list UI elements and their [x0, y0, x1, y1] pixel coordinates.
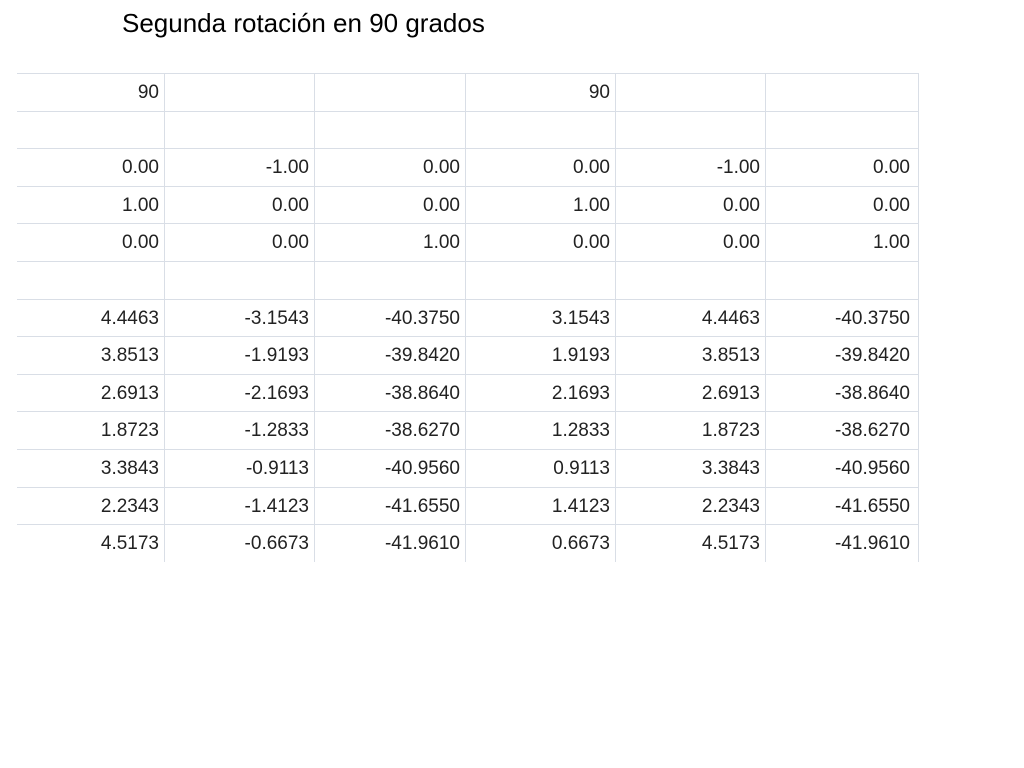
cell: -39.8420 [315, 336, 466, 374]
cell [165, 73, 315, 111]
cell: 2.2343 [616, 486, 766, 525]
cell [766, 110, 919, 149]
cell: 0.00 [466, 148, 616, 186]
cell: 1.00 [17, 185, 165, 224]
cell: -1.00 [616, 148, 766, 186]
cell: 4.5173 [17, 524, 165, 562]
cell [315, 110, 466, 149]
cell: 0.00 [766, 148, 919, 186]
cell: 1.4123 [466, 486, 616, 525]
cell: 0.00 [165, 223, 315, 261]
cell [466, 110, 616, 149]
cell: 0.00 [466, 223, 616, 261]
cell: -38.6270 [766, 411, 919, 449]
cell [17, 261, 165, 299]
cell: 0.6673 [466, 524, 616, 562]
cell: 90 [466, 73, 616, 111]
cell: -39.8420 [766, 336, 919, 374]
cell [766, 73, 919, 111]
cell [165, 110, 315, 149]
cell: -40.3750 [766, 298, 919, 337]
cell [17, 110, 165, 149]
cell: -40.3750 [315, 298, 466, 337]
cell: 90 [17, 73, 165, 111]
cell: 0.00 [165, 185, 315, 224]
cell: -40.9560 [315, 449, 466, 487]
cell: -2.1693 [165, 373, 315, 412]
cell: -1.9193 [165, 336, 315, 374]
cell: 3.8513 [616, 336, 766, 374]
cell: -1.2833 [165, 411, 315, 449]
cell: 1.9193 [466, 336, 616, 374]
cell: -38.8640 [766, 373, 919, 412]
cell: -38.8640 [315, 373, 466, 412]
cell: 2.1693 [466, 373, 616, 412]
cell: 4.5173 [616, 524, 766, 562]
cell: -0.9113 [165, 449, 315, 487]
cell [466, 261, 616, 299]
cell: 4.4463 [616, 298, 766, 337]
cell: 2.2343 [17, 486, 165, 525]
cell: 1.2833 [466, 411, 616, 449]
cell: 0.00 [766, 185, 919, 224]
cell: -0.6673 [165, 524, 315, 562]
cell [616, 73, 766, 111]
cell: 2.6913 [17, 373, 165, 412]
cell: 4.4463 [17, 298, 165, 337]
cell: -41.9610 [766, 524, 919, 562]
cell: -41.9610 [315, 524, 466, 562]
cell: 0.00 [616, 223, 766, 261]
cell [315, 261, 466, 299]
cell [315, 73, 466, 111]
cell [616, 110, 766, 149]
cell: 0.00 [616, 185, 766, 224]
cell [766, 261, 919, 299]
cell: -1.00 [165, 148, 315, 186]
cell: 3.1543 [466, 298, 616, 337]
cell: -1.4123 [165, 486, 315, 525]
cell: 1.00 [766, 223, 919, 261]
slide-title: Segunda rotación en 90 grados [122, 8, 485, 38]
cell [616, 261, 766, 299]
cell: -3.1543 [165, 298, 315, 337]
cell: 3.3843 [17, 449, 165, 487]
spreadsheet: 90 90 0.00 -1.00 0.00 0.00 -1.00 0.00 1.00 0.00 0.… [17, 73, 920, 562]
cell: 3.8513 [17, 336, 165, 374]
cell: -38.6270 [315, 411, 466, 449]
cell: 0.00 [315, 148, 466, 186]
cell: 0.00 [315, 185, 466, 224]
cell: 1.8723 [17, 411, 165, 449]
cell: 1.00 [466, 185, 616, 224]
cell [165, 261, 315, 299]
cell: 2.6913 [616, 373, 766, 412]
cell: -41.6550 [766, 486, 919, 525]
cell: 1.00 [315, 223, 466, 261]
cell: 0.00 [17, 148, 165, 186]
cell: 0.9113 [466, 449, 616, 487]
cell: -40.9560 [766, 449, 919, 487]
cell: 1.8723 [616, 411, 766, 449]
cell: 0.00 [17, 223, 165, 261]
cell: -41.6550 [315, 486, 466, 525]
cell: 3.3843 [616, 449, 766, 487]
